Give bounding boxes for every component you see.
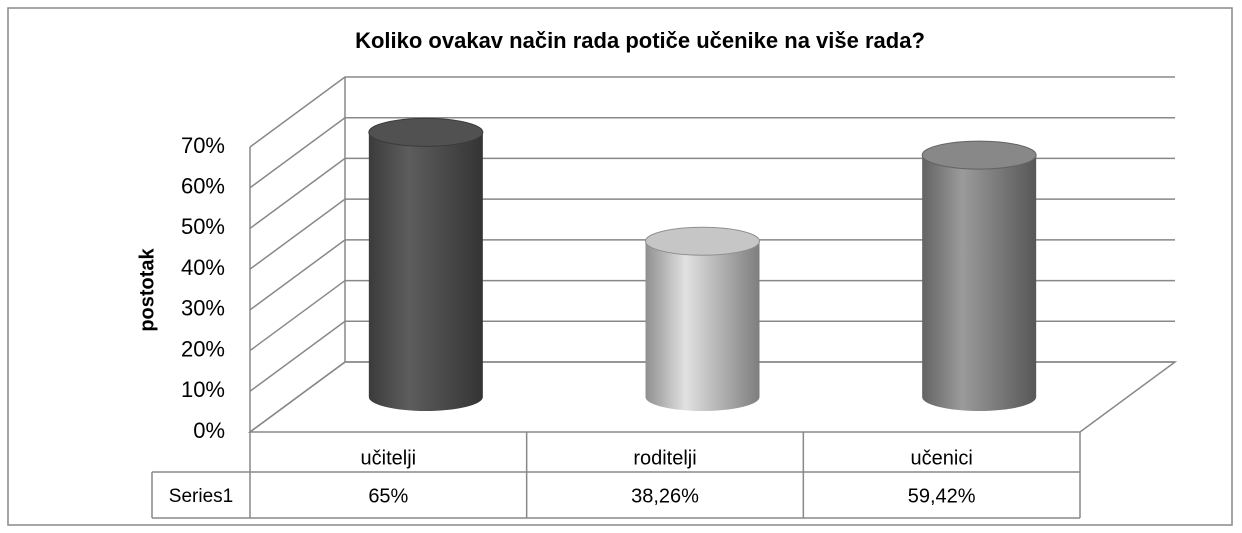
cylinder-bar <box>368 132 483 411</box>
cylinder-top <box>921 140 1037 170</box>
cylinder-top <box>368 117 484 147</box>
y-axis-label: postotak <box>136 247 158 331</box>
grid-line <box>249 198 1175 270</box>
grid-line <box>249 361 1175 433</box>
cylinder-bar <box>645 241 760 411</box>
grid-line <box>249 76 1175 148</box>
x-tick-label: roditelji <box>633 447 696 469</box>
y-tick-label: 60% <box>181 174 225 199</box>
chart-title: Koliko ovakav način rada potiče učenike … <box>355 28 925 53</box>
x-tick-label: učitelji <box>361 447 417 469</box>
y-tick-label: 0% <box>193 418 225 443</box>
y-tick-label: 10% <box>181 377 225 402</box>
legend-key: Series1 <box>169 486 233 507</box>
y-tick-label: 70% <box>181 133 225 158</box>
cylinder-top <box>645 226 760 256</box>
data-label: 38,26% <box>631 485 699 507</box>
data-label: 65% <box>368 485 408 507</box>
grid-line <box>249 239 1175 311</box>
x-tick-label: učenici <box>911 447 973 469</box>
y-tick-label: 50% <box>181 214 225 239</box>
grid-line <box>249 279 1175 352</box>
y-tick-label: 30% <box>181 296 225 321</box>
y-tick-label: 20% <box>181 336 225 361</box>
cylinder-bar <box>922 155 1037 411</box>
grid-line <box>249 116 1175 189</box>
grid-line <box>249 320 1175 392</box>
grid-line <box>249 157 1175 230</box>
data-label: 59,42% <box>908 485 976 507</box>
y-tick-label: 40% <box>181 255 225 280</box>
